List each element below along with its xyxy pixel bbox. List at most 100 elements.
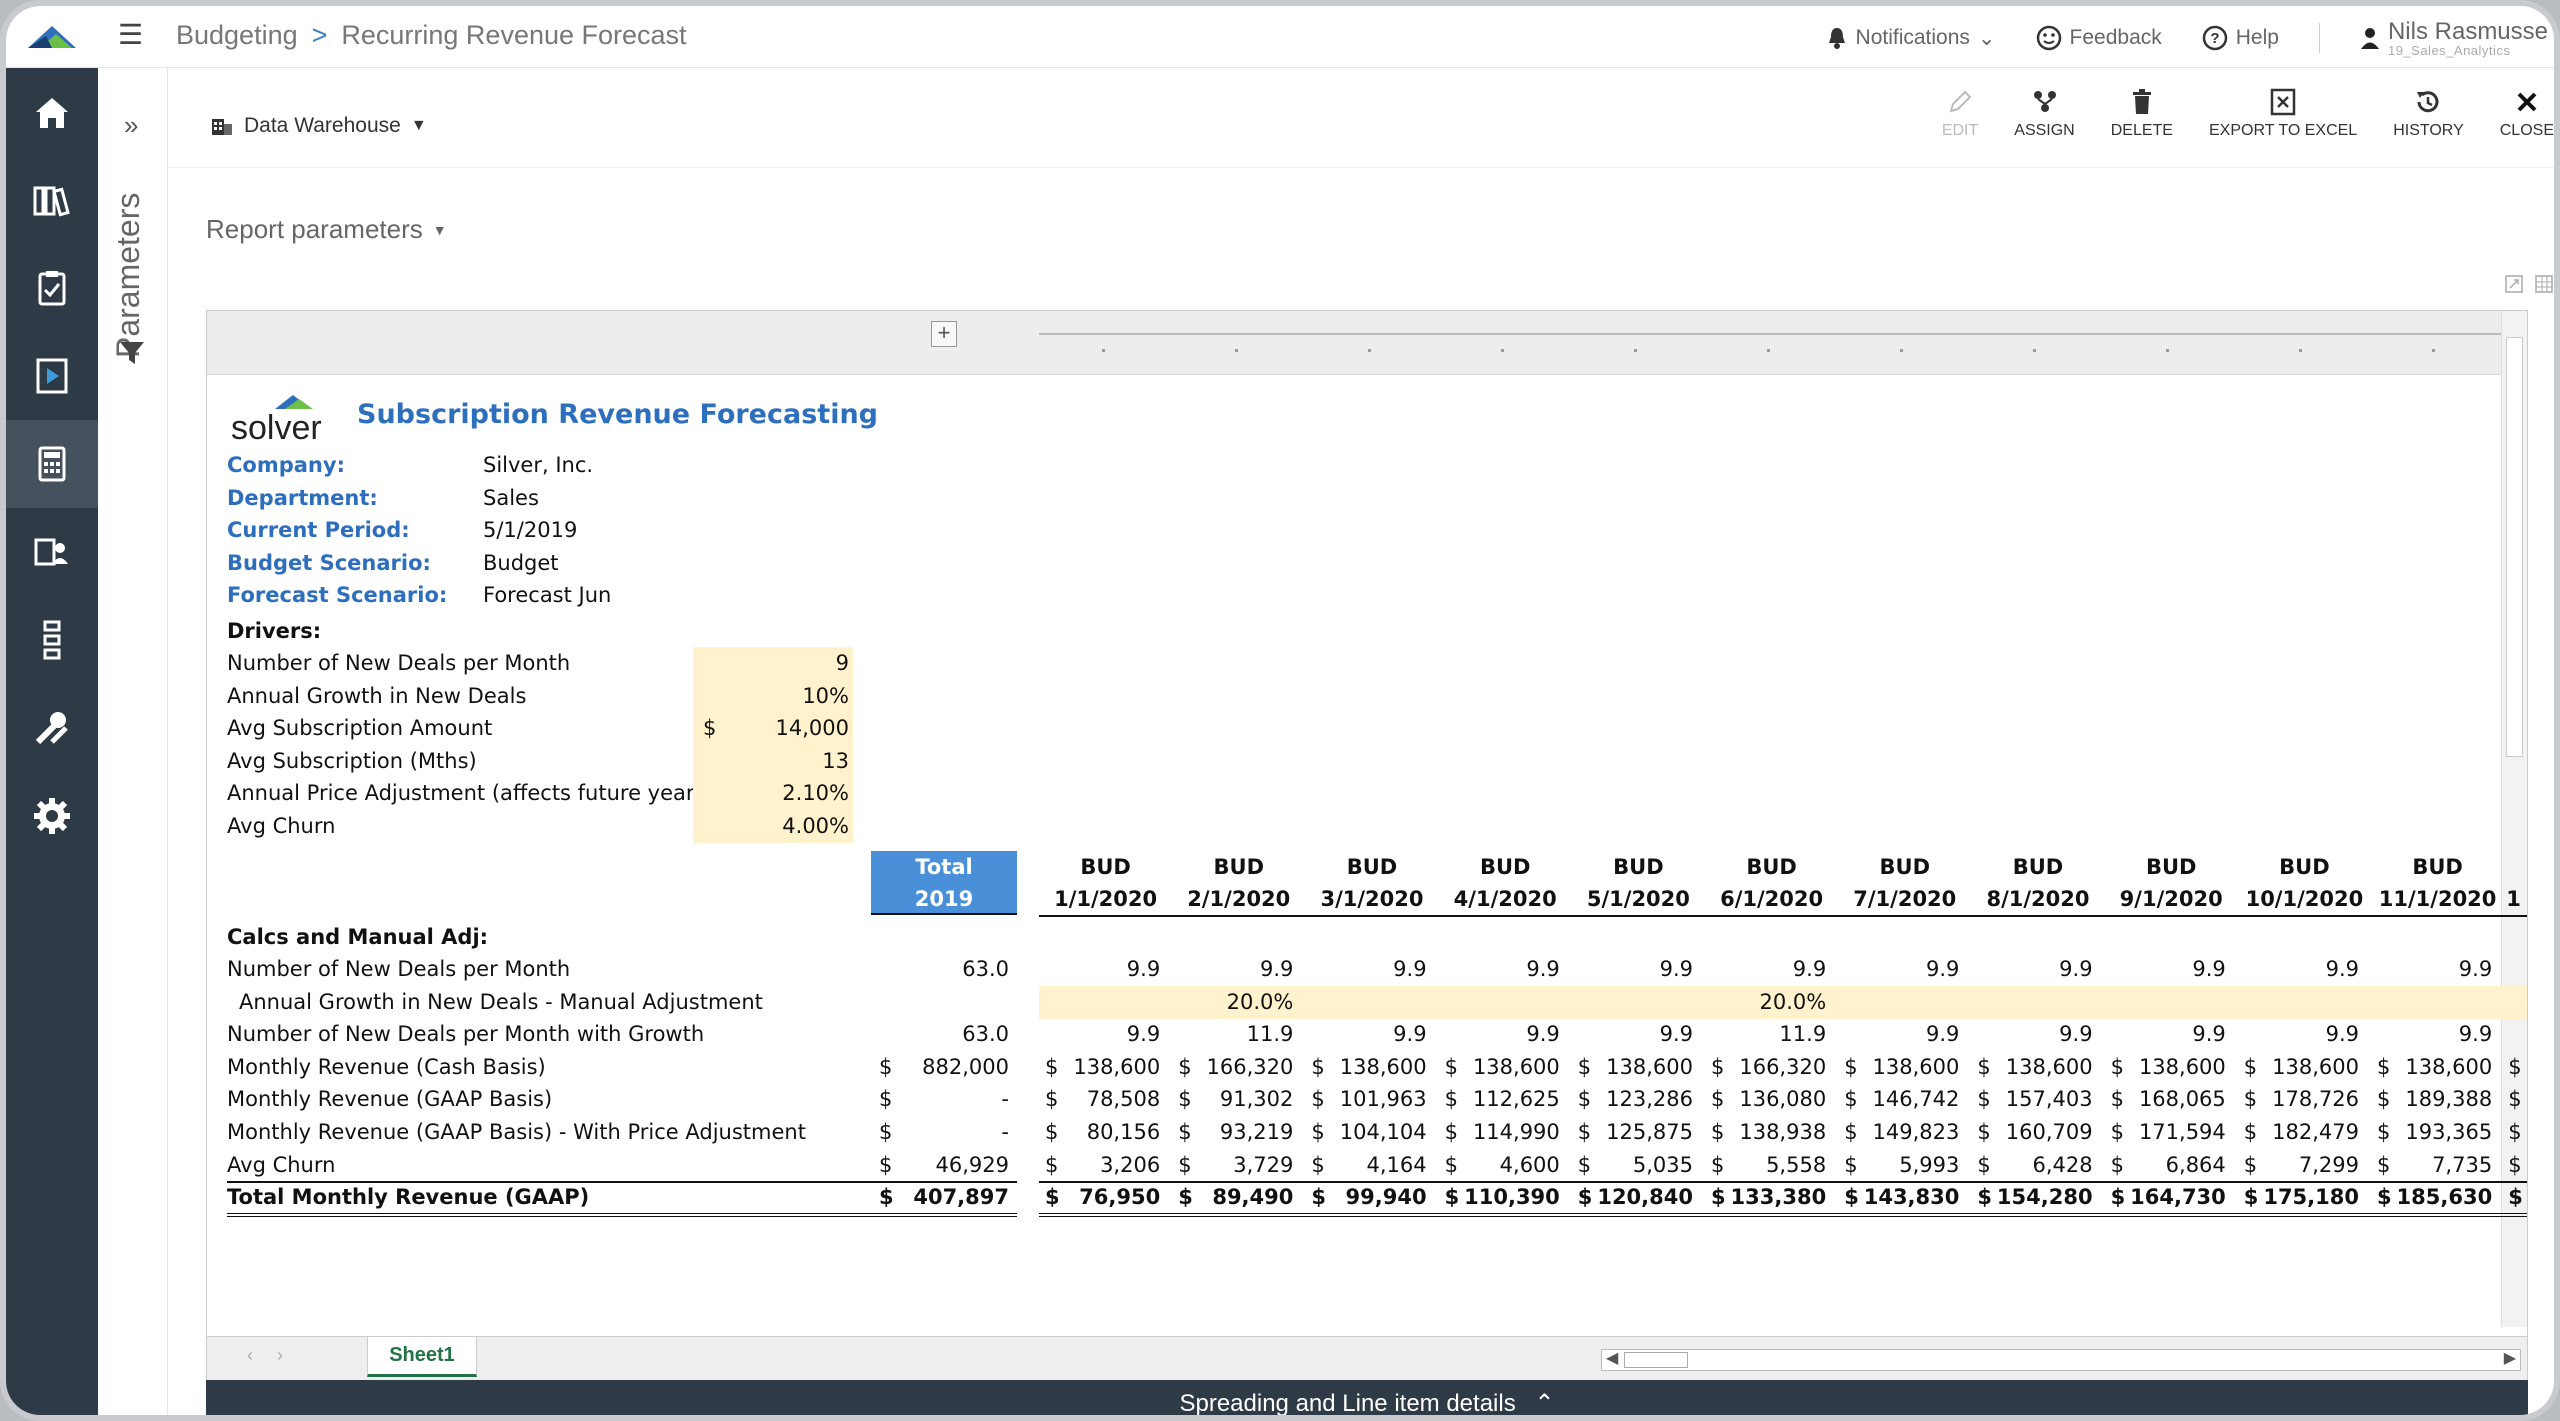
row-label: Annual Growth in New Deals - Manual Adju…	[239, 989, 763, 1014]
currency-symbol: $	[2508, 1152, 2522, 1177]
driver-input-bg[interactable]	[693, 810, 853, 843]
row-value: 9.9	[2192, 957, 2226, 981]
scroll-left-icon[interactable]: ◀	[1606, 1350, 1619, 1367]
data-source-selector[interactable]: Data Warehouse ▼	[210, 114, 427, 138]
nav-reports[interactable]	[6, 332, 98, 420]
row-value: 9.9	[2325, 957, 2359, 981]
report-parameters-toggle[interactable]: Report parameters ▼	[206, 214, 447, 245]
nav-budgeting[interactable]	[6, 420, 98, 508]
nav-tools[interactable]	[6, 684, 98, 772]
nav-library[interactable]	[6, 156, 98, 244]
edit-button[interactable]: EDIT	[1924, 82, 1996, 140]
solver-logo: solver	[229, 389, 339, 453]
row-value: 175,180	[2263, 1185, 2359, 1210]
currency-symbol: $	[1577, 1185, 1593, 1210]
currency-symbol: $	[1444, 1054, 1458, 1079]
column-header-date: 5/1/2020	[1586, 887, 1690, 911]
data-source-label: Data Warehouse	[244, 114, 401, 137]
expand-parameters-icon[interactable]: »	[124, 110, 139, 140]
filter-icon[interactable]	[118, 340, 146, 371]
driver-label: Avg Churn	[227, 814, 336, 838]
tools-icon	[35, 712, 68, 745]
row-value: 138,600	[1472, 1054, 1560, 1079]
column-header-partial: 1	[2506, 887, 2521, 911]
row-total: 882,000	[922, 1054, 1009, 1079]
currency-symbol: $	[2508, 1054, 2522, 1079]
nav-forms[interactable]	[6, 508, 98, 596]
row-value: 9.9	[1526, 957, 1560, 981]
scroll-thumb[interactable]	[2506, 337, 2523, 757]
driver-value: 13	[822, 748, 849, 773]
row-value: 99,940	[1345, 1185, 1427, 1210]
export-excel-button[interactable]: EXPORT TO EXCEL	[2191, 82, 2375, 140]
sheet-tab[interactable]: Sheet1	[367, 1337, 477, 1377]
info-value: Sales	[483, 485, 539, 510]
nav-settings[interactable]	[6, 772, 98, 860]
help-button[interactable]: ? Help	[2202, 25, 2279, 51]
currency-symbol: $	[2377, 1120, 2391, 1144]
history-button[interactable]: HISTORY	[2375, 82, 2482, 140]
row-total: -	[1001, 1087, 1009, 1112]
currency-symbol: $	[2110, 1120, 2124, 1144]
notifications-button[interactable]: Notifications ⌄	[1826, 26, 1996, 51]
history-label: HISTORY	[2393, 122, 2464, 139]
delete-button[interactable]: DELETE	[2093, 82, 2191, 140]
manual-adjustment-row-bg[interactable]	[1039, 985, 2527, 1019]
currency-symbol: $	[2110, 1152, 2124, 1177]
row-value: 9.9	[2325, 1022, 2359, 1047]
details-panel-toggle[interactable]: Spreading and Line item details ⌃	[206, 1380, 2528, 1415]
app-logo[interactable]	[6, 6, 98, 68]
svg-text:?: ?	[2210, 30, 2219, 47]
driver-input-bg[interactable]	[693, 647, 853, 680]
currency-symbol: $	[1577, 1152, 1592, 1177]
breadcrumb-budgeting[interactable]: Budgeting	[176, 20, 298, 50]
column-header-date: 9/1/2020	[2119, 887, 2223, 911]
row-value: 133,380	[1730, 1185, 1827, 1210]
driver-value: 10%	[802, 683, 849, 708]
expand-group-button[interactable]: +	[931, 321, 957, 347]
sheet-nav-arrows[interactable]: ‹›	[247, 1345, 307, 1365]
nav-hierarchy[interactable]	[6, 596, 98, 684]
grid-icon[interactable]	[2534, 274, 2554, 294]
currency-symbol: $	[1711, 1185, 1726, 1210]
left-nav	[6, 6, 98, 1415]
row-value: 89,490	[1212, 1185, 1294, 1210]
row-label: Number of New Deals per Month	[227, 957, 571, 981]
nav-home[interactable]	[6, 68, 98, 156]
driver-input-bg[interactable]	[693, 744, 853, 778]
driver-input-bg[interactable]	[693, 679, 853, 713]
spreadsheet[interactable]: + solver Subscription Revenue Forecastin…	[206, 310, 2528, 1338]
vertical-scrollbar[interactable]	[2501, 311, 2527, 1327]
row-value: 138,600	[1606, 1054, 1693, 1079]
user-menu[interactable]: Nils Rasmusse 19_Sales_Analytics	[2360, 19, 2548, 57]
scroll-right-icon[interactable]: ▶	[2503, 1350, 2516, 1367]
divider	[2318, 23, 2320, 53]
driver-currency: $	[703, 716, 717, 741]
currency-symbol: $	[879, 1087, 893, 1112]
driver-input-bg[interactable]	[693, 777, 853, 811]
library-icon	[33, 186, 70, 217]
row-value: 91,302	[1219, 1087, 1294, 1112]
nav-tasks[interactable]	[6, 244, 98, 332]
column-header-date: 6/1/2020	[1720, 887, 1824, 911]
currency-symbol: $	[1311, 1152, 1325, 1177]
close-button[interactable]: CLOSE	[2482, 82, 2554, 140]
assign-button[interactable]: ASSIGN	[1996, 82, 2092, 140]
column-header-scenario: BUD	[1080, 855, 1131, 879]
breadcrumb-current: Recurring Revenue Forecast	[341, 20, 687, 50]
currency-symbol: $	[1444, 1185, 1460, 1210]
currency-symbol: $	[2377, 1185, 2392, 1210]
driver-input-bg[interactable]	[693, 712, 853, 746]
breadcrumb-separator: >	[311, 20, 328, 50]
chevron-down-icon: ▼	[432, 221, 447, 238]
row-value: 5,558	[1766, 1152, 1827, 1177]
solver-logo-text: solver	[231, 409, 322, 447]
row-label: Number of New Deals per Month with Growt…	[227, 1022, 705, 1047]
h-scroll-thumb[interactable]	[1624, 1352, 1688, 1368]
expand-icon[interactable]	[2504, 274, 2524, 294]
hamburger-menu-icon[interactable]: ☰	[118, 19, 144, 50]
driver-label: Annual Growth in New Deals	[227, 683, 527, 708]
feedback-button[interactable]: Feedback	[2036, 25, 2162, 51]
horizontal-scrollbar[interactable]: ◀ ▶	[1601, 1349, 2521, 1371]
